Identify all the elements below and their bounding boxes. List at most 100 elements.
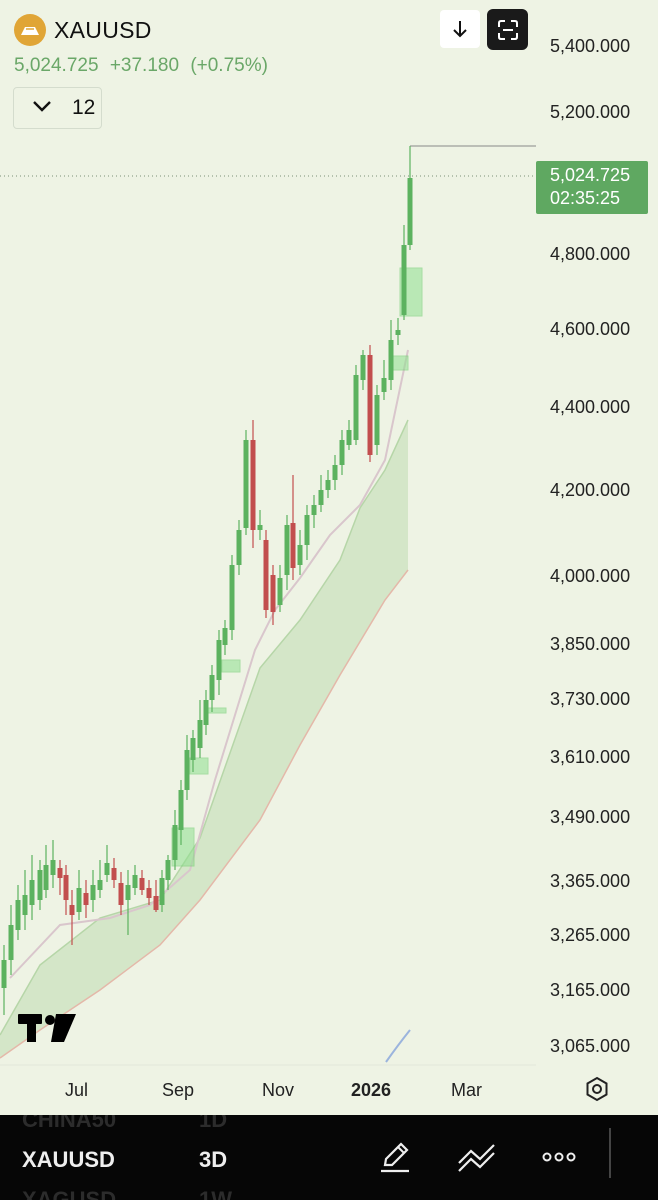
bottom-toolbar: CHINA50 1D XAUUSD 3D XAGUSD 1W <box>0 1115 658 1200</box>
candle-up <box>346 430 352 445</box>
download-arrow-icon <box>453 21 467 38</box>
candle-up <box>90 885 96 900</box>
candle-up <box>159 878 165 905</box>
candle-up <box>1 960 7 988</box>
candle-up <box>22 895 28 915</box>
price-axis-label: 3,490.000 <box>550 807 631 827</box>
candle-up <box>325 480 331 490</box>
candle-down <box>57 868 63 878</box>
indicator-curve <box>385 1029 411 1063</box>
price-tag-value: 5,024.725 <box>550 165 631 185</box>
toolbar-divider <box>609 1128 611 1178</box>
tradingview-logo-icon <box>18 1014 76 1042</box>
candle-up <box>332 465 338 480</box>
symbol-header[interactable]: XAUUSD <box>14 14 152 46</box>
candle-up <box>401 245 407 315</box>
chevron-down-icon <box>32 99 52 117</box>
profile-box <box>391 355 409 371</box>
price-axis-label: 5,200.000 <box>550 102 631 122</box>
price-summary: 5,024.725 +37.180 (+0.75%) <box>14 55 274 77</box>
price-axis-label: 4,600.000 <box>550 319 631 339</box>
fullscreen-icon <box>497 19 518 40</box>
candle-down <box>111 868 117 880</box>
profile-box <box>207 707 227 714</box>
candle-up <box>43 865 49 890</box>
candle-down <box>139 878 145 890</box>
candle-up <box>197 720 203 748</box>
candle-down <box>83 893 89 905</box>
candle-up <box>311 505 317 515</box>
candle-up <box>284 525 290 575</box>
candle-up <box>353 375 359 440</box>
price-axis-label: 3,365.000 <box>550 871 631 891</box>
candle-down <box>63 875 69 900</box>
candle-down <box>118 883 124 905</box>
price-axis-label: 3,065.000 <box>550 1036 631 1056</box>
fullscreen-button[interactable] <box>487 9 528 50</box>
candle-up <box>178 790 184 830</box>
candle-up <box>407 178 413 245</box>
candle-up <box>50 860 56 875</box>
candle-down <box>146 888 152 898</box>
candle-up <box>360 355 366 380</box>
watchlist-timeframe[interactable]: 1D <box>199 1115 228 1132</box>
candle-up <box>297 545 303 565</box>
candle-up <box>236 530 242 565</box>
pencil-icon[interactable] <box>377 1139 413 1175</box>
symbol-name: XAUUSD <box>54 16 152 43</box>
gold-logo-icon <box>14 14 46 46</box>
candle-down <box>367 355 373 455</box>
profile-box <box>189 757 209 775</box>
time-axis-label: Nov <box>262 1080 295 1100</box>
settings-icon[interactable] <box>584 1076 610 1102</box>
watchlist-symbol-active[interactable]: XAUUSD <box>22 1147 115 1172</box>
trend-lines-icon[interactable] <box>456 1139 498 1175</box>
profile-box <box>221 659 241 673</box>
price-axis-label: 4,200.000 <box>550 480 631 500</box>
candle-up <box>37 870 43 900</box>
candle-down <box>263 540 269 610</box>
price-change: +37.180 <box>109 55 180 76</box>
interval-value: 12 <box>72 96 96 119</box>
bar-countdown: 02:35:25 <box>550 188 621 208</box>
moving-average-line <box>9 349 409 979</box>
watchlist-symbol[interactable]: CHINA50 <box>22 1115 117 1132</box>
candle-up <box>222 628 228 645</box>
interval-selector[interactable]: 12 <box>13 87 102 129</box>
candle-down <box>69 905 75 915</box>
time-axis-label: Jul <box>65 1080 89 1100</box>
candle-up <box>125 885 131 900</box>
price-axis-label: 5,400.000 <box>550 36 631 56</box>
candle-up <box>8 925 14 960</box>
price-axis-label: 4,400.000 <box>550 397 631 417</box>
watchlist-symbol[interactable]: XAGUSD <box>22 1187 117 1200</box>
price-axis-label: 4,800.000 <box>550 244 631 264</box>
time-axis-label: Sep <box>162 1080 195 1100</box>
candle-up <box>209 675 215 700</box>
time-axis-label: 2026 <box>351 1080 392 1100</box>
candle-up <box>29 880 35 905</box>
price-change-percent: (+0.75%) <box>190 55 268 76</box>
time-axis-label: Mar <box>451 1080 482 1100</box>
watchlist-timeframe[interactable]: 1W <box>199 1187 232 1200</box>
last-price: 5,024.725 <box>14 55 99 76</box>
price-axis-label: 3,850.000 <box>550 634 631 654</box>
candle-down <box>270 575 276 612</box>
candle-up <box>339 440 345 465</box>
candle-up <box>97 880 103 890</box>
download-button[interactable] <box>440 10 480 48</box>
candle-up <box>165 860 171 880</box>
price-axis-label: 3,730.000 <box>550 689 631 709</box>
watchlist-timeframe-active[interactable]: 3D <box>199 1147 228 1172</box>
candle-down <box>290 523 296 568</box>
candle-up <box>172 825 178 860</box>
price-axis-label: 3,165.000 <box>550 980 631 1000</box>
candle-down <box>153 896 159 910</box>
candle-up <box>104 863 110 875</box>
candle-up <box>216 640 222 680</box>
candle-up <box>304 515 310 545</box>
channel-band <box>0 420 408 1058</box>
candle-up <box>190 738 196 760</box>
more-icon[interactable] <box>540 1139 578 1175</box>
candle-up <box>229 565 235 630</box>
